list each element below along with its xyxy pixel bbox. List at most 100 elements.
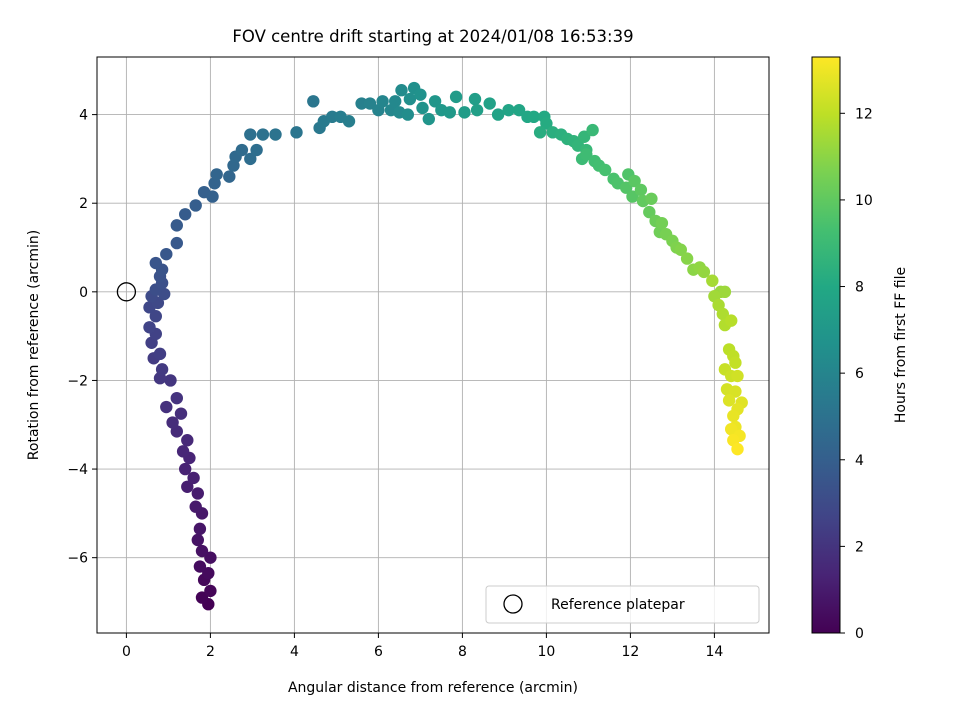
data-point — [449, 90, 463, 104]
data-point — [179, 462, 192, 476]
data-point — [170, 391, 183, 405]
x-tick-label: 2 — [206, 644, 215, 660]
data-point — [626, 190, 639, 203]
data-point — [395, 84, 408, 97]
data-point — [727, 409, 740, 423]
data-point — [483, 97, 496, 110]
colorbar-tick-label: 2 — [855, 539, 864, 555]
data-point — [179, 208, 192, 221]
data-point — [149, 310, 162, 323]
data-point — [502, 103, 515, 117]
data-point — [153, 347, 167, 361]
data-points — [143, 81, 748, 611]
data-point — [164, 374, 177, 387]
x-tick-label: 10 — [537, 644, 555, 660]
colorbar-tick-label: 6 — [855, 366, 864, 382]
data-point — [725, 422, 738, 436]
data-point — [731, 369, 744, 383]
data-point — [401, 108, 414, 121]
y-axis-ticks: −6 −4 −2 0 2 4 — [67, 108, 97, 567]
data-point — [376, 95, 389, 108]
data-point — [170, 219, 183, 232]
data-point — [414, 88, 427, 101]
data-point — [731, 442, 744, 456]
data-point — [193, 560, 207, 573]
data-point — [470, 103, 484, 117]
data-point — [204, 584, 217, 598]
data-point — [210, 168, 223, 181]
data-point — [269, 128, 282, 141]
data-point — [468, 92, 482, 106]
colorbar-ticks: 0 2 4 6 8 10 12 — [840, 106, 873, 642]
data-point — [578, 130, 591, 143]
data-point — [655, 216, 669, 230]
data-point — [599, 163, 612, 177]
legend: Reference platepar — [485, 585, 760, 624]
y-tick-label: −6 — [67, 551, 88, 567]
data-point — [187, 471, 200, 485]
data-point — [176, 445, 190, 458]
data-point — [628, 174, 641, 188]
data-point — [256, 128, 270, 141]
data-point — [458, 106, 471, 119]
data-point — [706, 274, 719, 287]
data-point — [155, 363, 169, 376]
data-point — [533, 126, 547, 139]
data-point — [160, 400, 173, 414]
data-point — [729, 356, 742, 369]
data-point — [729, 385, 742, 398]
data-point — [725, 314, 738, 327]
data-point — [307, 95, 320, 108]
data-point — [191, 487, 204, 500]
data-point — [718, 285, 732, 299]
data-point — [443, 106, 456, 119]
data-point — [634, 183, 648, 197]
data-point — [620, 181, 633, 194]
data-point — [540, 117, 553, 130]
data-point — [697, 265, 711, 279]
data-point — [174, 407, 188, 420]
reference-marker — [116, 282, 137, 302]
reference-platepar-point — [116, 282, 137, 302]
chart-title: FOV centre drift starting at 2024/01/08 … — [232, 27, 633, 46]
data-point — [244, 152, 257, 166]
legend-entry-reference: Reference platepar — [551, 597, 685, 613]
colorbar-tick-label: 8 — [855, 280, 864, 296]
x-tick-label: 0 — [122, 644, 131, 660]
data-point — [191, 533, 204, 547]
colorbar-tick-label: 10 — [855, 193, 873, 209]
data-point — [181, 434, 194, 447]
y-tick-label: 2 — [79, 196, 88, 212]
colorbar-label: Hours from first FF file — [893, 267, 909, 423]
data-point — [680, 252, 694, 265]
data-point — [195, 591, 209, 604]
data-point — [204, 551, 217, 564]
plot-frame — [96, 56, 770, 634]
data-point — [206, 190, 219, 203]
data-point — [428, 95, 442, 108]
colorbar-tick-label: 0 — [855, 626, 864, 642]
data-point — [244, 128, 257, 141]
data-point — [143, 321, 156, 334]
data-point — [235, 143, 249, 157]
data-point — [389, 95, 402, 108]
x-tick-label: 12 — [621, 644, 639, 660]
data-point — [189, 500, 202, 513]
data-point — [223, 170, 236, 183]
x-tick-label: 8 — [458, 644, 467, 660]
y-tick-label: 0 — [79, 285, 88, 301]
data-point — [181, 480, 194, 493]
data-point — [416, 101, 429, 115]
data-point — [674, 243, 687, 256]
data-point — [722, 394, 736, 407]
x-axis-ticks: 0 2 4 6 8 10 12 14 — [122, 633, 723, 660]
data-point — [716, 307, 729, 321]
data-point — [149, 256, 162, 270]
data-point — [422, 112, 435, 126]
data-point — [195, 544, 209, 558]
legend-box — [485, 585, 760, 624]
data-point — [170, 236, 183, 250]
x-tick-label: 14 — [705, 644, 723, 660]
data-point — [643, 205, 656, 219]
y-axis-label: Rotation from reference (arcmin) — [26, 230, 42, 460]
